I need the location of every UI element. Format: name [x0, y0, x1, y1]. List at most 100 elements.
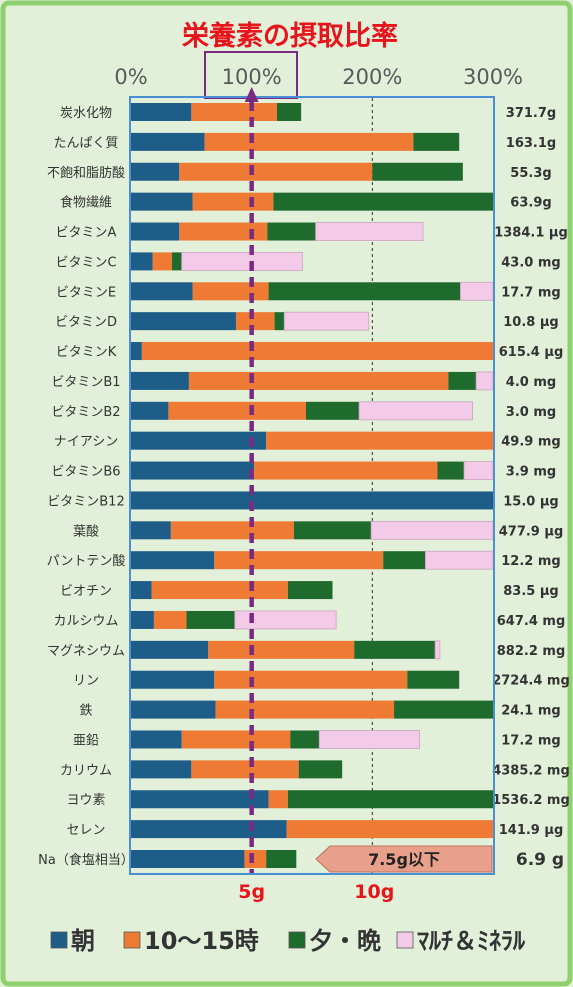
bar-segment-series-0 — [131, 730, 182, 749]
annotation-text: 7.5g以下 — [368, 850, 440, 869]
bar-row: Na（食塩相当） 6.9 g — [38, 850, 564, 870]
bar-segment-series-0 — [131, 760, 192, 779]
bar-segment-series-2 — [268, 282, 461, 301]
value-label: 477.9 μg — [499, 524, 564, 539]
value-label: 1536.2 mg — [492, 793, 570, 808]
bar-segment-series-1 — [208, 640, 355, 659]
bar-row: リン 2724.4 mg — [73, 670, 570, 689]
bar-segment-series-1 — [181, 730, 291, 749]
bar-segment-series-0 — [131, 700, 216, 719]
bar-segment-series-2 — [274, 312, 285, 331]
bar-segment-series-1 — [214, 670, 408, 689]
bar-segment-series-3 — [181, 251, 303, 271]
category-label: ビタミンB6 — [51, 465, 120, 480]
bar-segment-series-0 — [131, 581, 152, 600]
bar-segment-series-0 — [131, 670, 215, 689]
bar-segment-series-0 — [131, 132, 205, 151]
bar-segment-series-1 — [188, 371, 449, 390]
bar-segment-series-2 — [293, 521, 372, 540]
bar-row: ビタミンD 10.8 μg — [55, 311, 559, 331]
bar-segment-series-1 — [254, 461, 438, 480]
category-label: ヨウ素 — [66, 793, 105, 808]
bar-segment-series-2 — [298, 760, 343, 779]
bar-segment-series-1 — [192, 192, 274, 211]
bar-segment-series-1 — [179, 162, 373, 181]
value-label: 12.2 mg — [501, 554, 560, 569]
value-label: 371.7g — [506, 106, 556, 121]
bar-row: ヨウ素 1536.2 mg — [66, 790, 570, 809]
bar-row: ビタミンK 615.4 μg — [56, 342, 564, 361]
category-label: ビタミンC — [55, 255, 116, 270]
bar-row: ビタミンA 1384.1 μg — [56, 222, 568, 241]
bar-segment-series-1 — [141, 342, 494, 361]
bar-segment-series-0 — [131, 640, 209, 659]
category-label: カリウム — [60, 763, 112, 778]
category-label: ビタミンD — [55, 315, 117, 330]
value-label: 10.8 μg — [503, 315, 558, 330]
bar-segment-series-2 — [448, 371, 477, 390]
value-label: 3.9 mg — [506, 465, 556, 480]
bar-segment-series-2 — [266, 850, 297, 868]
bar-row: カリウム 4385.2 mg — [60, 760, 570, 779]
legend-swatch — [288, 931, 306, 949]
category-label: セレン — [66, 823, 105, 838]
category-label: ビオチン — [60, 584, 112, 599]
chart-title: 栄養素の摂取比率 — [181, 20, 398, 52]
bar-row: 亜鉛 17.2 mg — [73, 730, 561, 749]
bar-segment-series-1 — [244, 850, 267, 868]
annotation-arrow — [315, 845, 493, 873]
x-tick-label: 200% — [342, 65, 402, 89]
bar-segment-series-2 — [267, 222, 316, 241]
bar-segment-series-1 — [152, 252, 173, 271]
value-label: 4.0 mg — [506, 375, 556, 390]
bar-segment-series-3 — [234, 610, 337, 630]
bar-segment-series-2 — [407, 670, 460, 689]
bar-segment-series-0 — [131, 162, 180, 181]
bar-segment-series-3 — [463, 461, 494, 480]
bar-segment-series-1 — [268, 790, 288, 809]
bar-row: マグネシウム 882.2 mg — [47, 640, 566, 660]
bar-segment-series-3 — [283, 311, 370, 331]
category-label: 食物繊維 — [60, 195, 112, 211]
value-label: 141.9 μg — [499, 823, 564, 838]
category-label: マグネシウム — [47, 644, 125, 659]
bar-segment-series-1 — [192, 282, 269, 301]
value-label: 63.9g — [510, 196, 551, 211]
bar-segment-series-3 — [460, 281, 494, 301]
bar-segment-series-0 — [131, 103, 192, 121]
value-label: 1384.1 μg — [494, 226, 568, 241]
category-label: ビタミンE — [56, 285, 116, 300]
bar-row: 食物繊維 63.9g — [60, 192, 552, 211]
x-tick-label: 0% — [114, 65, 147, 89]
bar-row: ビタミンC 43.0 mg — [55, 251, 561, 271]
bar-row: ビタミンB6 3.9 mg — [51, 461, 556, 480]
category-label: ビタミンB1 — [51, 375, 120, 390]
value-label: 882.2 mg — [497, 644, 566, 659]
bar-segment-series-3 — [315, 222, 424, 241]
bar-row: 葉酸 477.9 μg — [73, 520, 564, 540]
value-label: 24.1 mg — [501, 704, 560, 719]
bar-segment-series-0 — [131, 342, 142, 361]
bar-segment-series-2 — [383, 551, 426, 570]
x-axis-top: 0% 100% 200% 300% — [114, 65, 523, 89]
bar-segment-series-1 — [168, 401, 306, 420]
category-label: 鉄 — [79, 704, 92, 719]
category-label: パントテン酸 — [47, 554, 126, 569]
value-label: 3.0 mg — [506, 405, 556, 420]
bar-segment-series-0 — [131, 312, 236, 331]
bar-segment-series-0 — [131, 222, 180, 241]
bar-segment-series-3 — [425, 550, 494, 570]
legend-label: 朝 — [71, 927, 95, 955]
value-label: 17.2 mg — [501, 733, 560, 748]
bar-segment-series-2 — [305, 401, 360, 420]
legend-label: ﾏﾙﾁ＆ﾐﾈﾗﾙ — [417, 927, 526, 955]
bar-row: ビタミンB2 3.0 mg — [51, 401, 556, 421]
value-label: 4385.2 mg — [492, 763, 570, 778]
bar-row: セレン 141.9 μg — [66, 820, 564, 839]
value-label: 615.4 μg — [499, 345, 564, 360]
value-label: 43.0 mg — [501, 255, 560, 270]
category-label: ビタミンB12 — [47, 494, 124, 509]
category-label: リン — [73, 674, 99, 689]
bar-segment-series-3 — [434, 640, 441, 660]
